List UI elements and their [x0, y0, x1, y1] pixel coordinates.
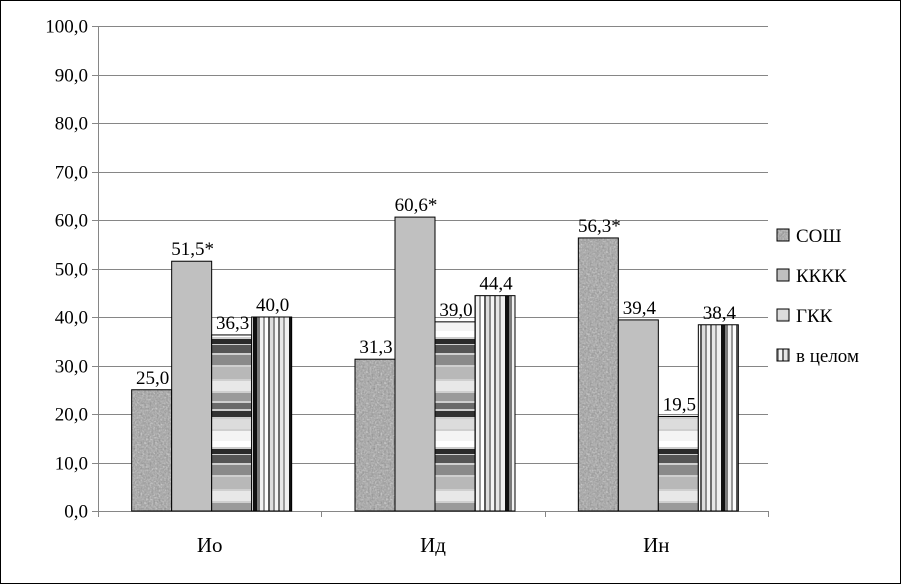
legend-label: в целом — [796, 346, 859, 367]
y-tick-label: 100,0 — [45, 17, 88, 38]
data-label: 31,3 — [359, 337, 392, 358]
bar-3-1 — [577, 237, 619, 512]
data-label: 39,0 — [439, 300, 472, 321]
data-label: 19,5 — [663, 394, 696, 415]
data-label: 60,6* — [395, 195, 438, 216]
data-label: 56,3* — [578, 216, 621, 237]
bar-2-4 — [474, 295, 516, 512]
legend-label: СОШ — [796, 226, 842, 247]
bar-3-3 — [657, 415, 699, 512]
x-tick-label: Ио — [197, 533, 223, 557]
bars — [131, 216, 739, 512]
y-tick-label: 30,0 — [55, 357, 88, 378]
y-tick-label: 80,0 — [55, 114, 88, 135]
y-tick-label: 90,0 — [55, 66, 88, 87]
y-tick-label: 60,0 — [55, 211, 88, 232]
data-label: 25,0 — [136, 368, 169, 389]
y-tick-label: 0,0 — [64, 502, 88, 523]
bar-1-4 — [251, 316, 293, 512]
legend-label: КККК — [796, 266, 847, 287]
data-label: 36,3 — [216, 313, 249, 334]
y-tick-label: 40,0 — [55, 308, 88, 329]
legend-label: ГКК — [796, 306, 833, 327]
x-tick-label: Ин — [643, 533, 669, 557]
bar-2-2 — [394, 216, 436, 512]
data-label: 40,0 — [256, 295, 289, 316]
data-label: 44,4 — [479, 274, 513, 295]
legend-swatch — [776, 268, 790, 282]
data-label: 51,5* — [171, 239, 214, 260]
bar-1-1 — [131, 389, 173, 512]
legend-swatch — [776, 308, 790, 322]
x-tick-label: Ид — [420, 533, 446, 557]
y-tick-label: 50,0 — [55, 260, 88, 281]
bar-2-3 — [434, 321, 476, 512]
legend: СОШ КККК ГКК в целом — [776, 226, 859, 367]
y-tick-label: 70,0 — [55, 163, 88, 184]
axes: 0,0 10,0 20,0 30,0 40,0 50,0 60,0 70,0 80,0 90,0 1… — [45, 17, 769, 557]
legend-swatch — [776, 228, 790, 242]
legend-swatch — [776, 348, 790, 362]
bar-1-2 — [171, 260, 213, 512]
data-labels: 25,0 51,5* 36,3 40,0 31,3 60,6* 39,0 44,4 56,3* 3… — [136, 195, 736, 415]
data-label: 38,4 — [703, 303, 737, 324]
bar-3-2 — [617, 319, 659, 512]
y-tick-label: 10,0 — [55, 454, 88, 475]
y-tick-label: 20,0 — [55, 405, 88, 426]
bar-2-1 — [354, 358, 396, 512]
bar-3-4 — [697, 324, 739, 512]
bar-1-3 — [211, 334, 253, 512]
data-label: 39,4 — [623, 298, 657, 319]
